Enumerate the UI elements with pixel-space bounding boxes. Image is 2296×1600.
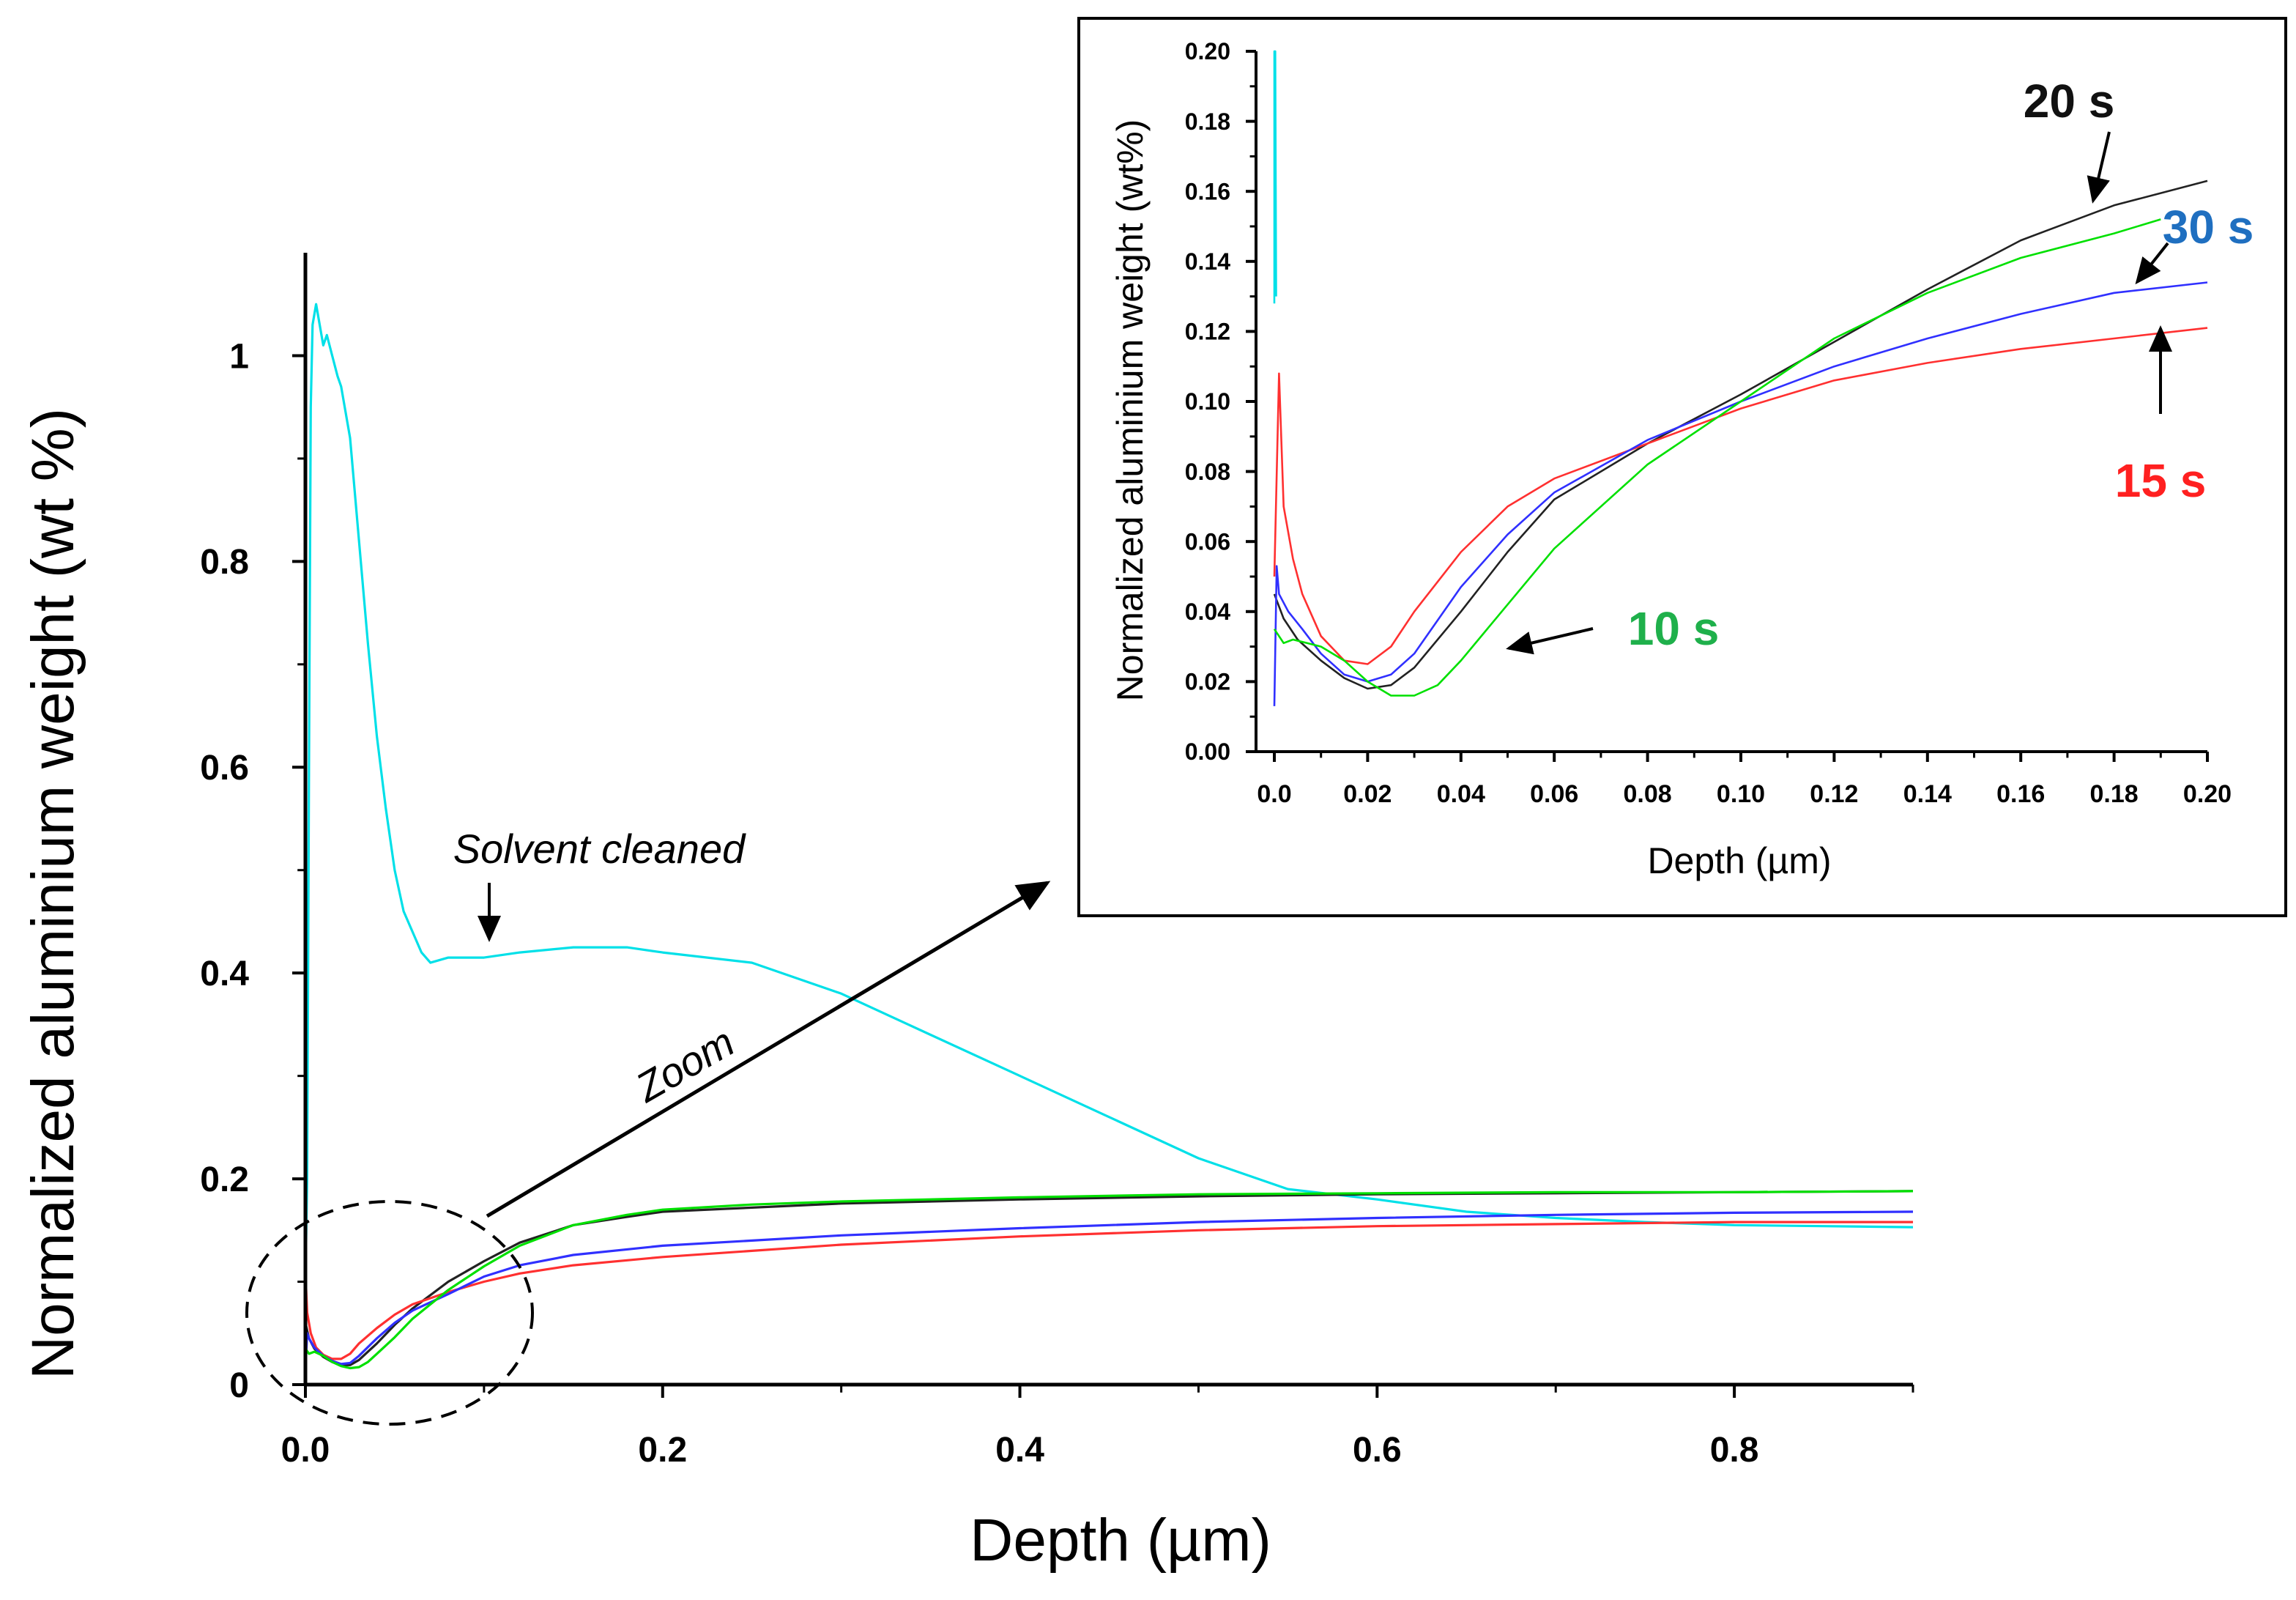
inset-x-tick-label: 0.10 — [1717, 780, 1765, 808]
inset-y-tick-label: 0.00 — [1185, 738, 1230, 765]
inset-chart: 0.0 0.02 0.04 0.06 0.08 0.10 0.12 0.14 0.16 0.18 0… — [1077, 17, 2287, 917]
inset-y-tick-label: 0.10 — [1185, 388, 1230, 415]
inset-x-axis-label: Depth (µm) — [1647, 840, 1831, 881]
inset-series-solvent-cleaned — [1273, 50, 1277, 304]
inset-y-tick-label: 0.12 — [1185, 319, 1230, 345]
zoom-arrow — [486, 881, 1051, 1218]
arrow-20s — [2087, 131, 2111, 204]
inset-y-tick-label: 0.08 — [1185, 459, 1230, 485]
inset-y-tick-label: 0.06 — [1185, 528, 1230, 555]
main-y-tick-label: 1 — [229, 337, 249, 376]
main-x-tick-label: 0.8 — [1710, 1431, 1759, 1470]
main-series-group — [304, 303, 1914, 1370]
inset-ticks-group: 0.0 0.02 0.04 0.06 0.08 0.10 0.12 0.14 0.16 0.18 0… — [1185, 38, 2232, 808]
inset-y-axis-label: Normalized aluminium weight (wt%) — [1110, 119, 1151, 702]
solvent-cleaned-label: Solvent cleaned — [453, 826, 746, 872]
inset-x-tick-label: 0.20 — [2183, 780, 2232, 808]
zoom-region-ellipse — [245, 1200, 534, 1426]
inset-x-tick-label: 0.16 — [1996, 780, 2045, 808]
main-series-10-s — [304, 1190, 1914, 1370]
arrow-30s — [2135, 242, 2169, 285]
inset-y-tick-label: 0.02 — [1185, 669, 1230, 695]
inset-x-tick-label: 0.0 — [1257, 780, 1291, 808]
label-15s: 15 s — [2115, 454, 2207, 507]
label-30s: 30 s — [2163, 201, 2254, 253]
main-y-axis-label: Normalized aluminium weight (wt %) — [20, 408, 86, 1379]
inset-x-tick-label: 0.12 — [1810, 780, 1858, 808]
inset-series-20-s — [1273, 179, 2208, 690]
label-20s: 20 s — [2024, 75, 2115, 127]
main-y-tick-label: 0.4 — [200, 955, 249, 993]
inset-y-tick-label: 0.18 — [1185, 108, 1230, 135]
inset-x-tick-label: 0.02 — [1343, 780, 1392, 808]
main-series-20-s — [304, 1190, 1914, 1366]
label-10s: 10 s — [1628, 602, 1720, 655]
inset-x-tick-label: 0.04 — [1437, 780, 1485, 808]
inset-y-tick-label: 0.14 — [1185, 248, 1230, 275]
main-ticks-group: 0.0 0.2 0.4 0.6 0.8 0 0.2 0.4 0.6 0.8 1 — [200, 337, 1914, 1470]
main-y-tick-label: 0.2 — [200, 1160, 249, 1199]
main-y-tick-label: 0 — [229, 1366, 249, 1405]
main-series-15-s — [304, 1221, 1913, 1360]
main-x-axis-label: Depth (µm) — [970, 1507, 1271, 1574]
main-x-tick-label: 0.6 — [1353, 1431, 1402, 1470]
inset-series-group — [1273, 50, 2208, 706]
inset-y-tick-label: 0.04 — [1185, 599, 1230, 625]
inset-x-tick-label: 0.08 — [1624, 780, 1672, 808]
inset-series-30-s — [1273, 281, 2208, 706]
main-x-tick-label: 0.4 — [995, 1431, 1044, 1470]
inset-series-15-s — [1273, 327, 2208, 665]
main-series-solvent-cleaned — [304, 303, 1914, 1282]
main-x-tick-label: 0.0 — [281, 1431, 330, 1470]
inset-frame — [1077, 17, 2287, 917]
main-y-tick-label: 0.8 — [200, 543, 249, 582]
arrow-10s — [1506, 627, 1594, 655]
inset-x-tick-label: 0.06 — [1530, 780, 1578, 808]
inset-series-10-s — [1273, 218, 2161, 697]
main-y-tick-label: 0.6 — [200, 749, 249, 788]
inset-y-tick-label: 0.16 — [1185, 178, 1230, 204]
main-x-tick-label: 0.2 — [638, 1431, 687, 1470]
inset-x-tick-label: 0.18 — [2090, 780, 2139, 808]
inset-x-tick-label: 0.14 — [1903, 780, 1952, 808]
inset-y-tick-label: 0.20 — [1185, 38, 1230, 64]
